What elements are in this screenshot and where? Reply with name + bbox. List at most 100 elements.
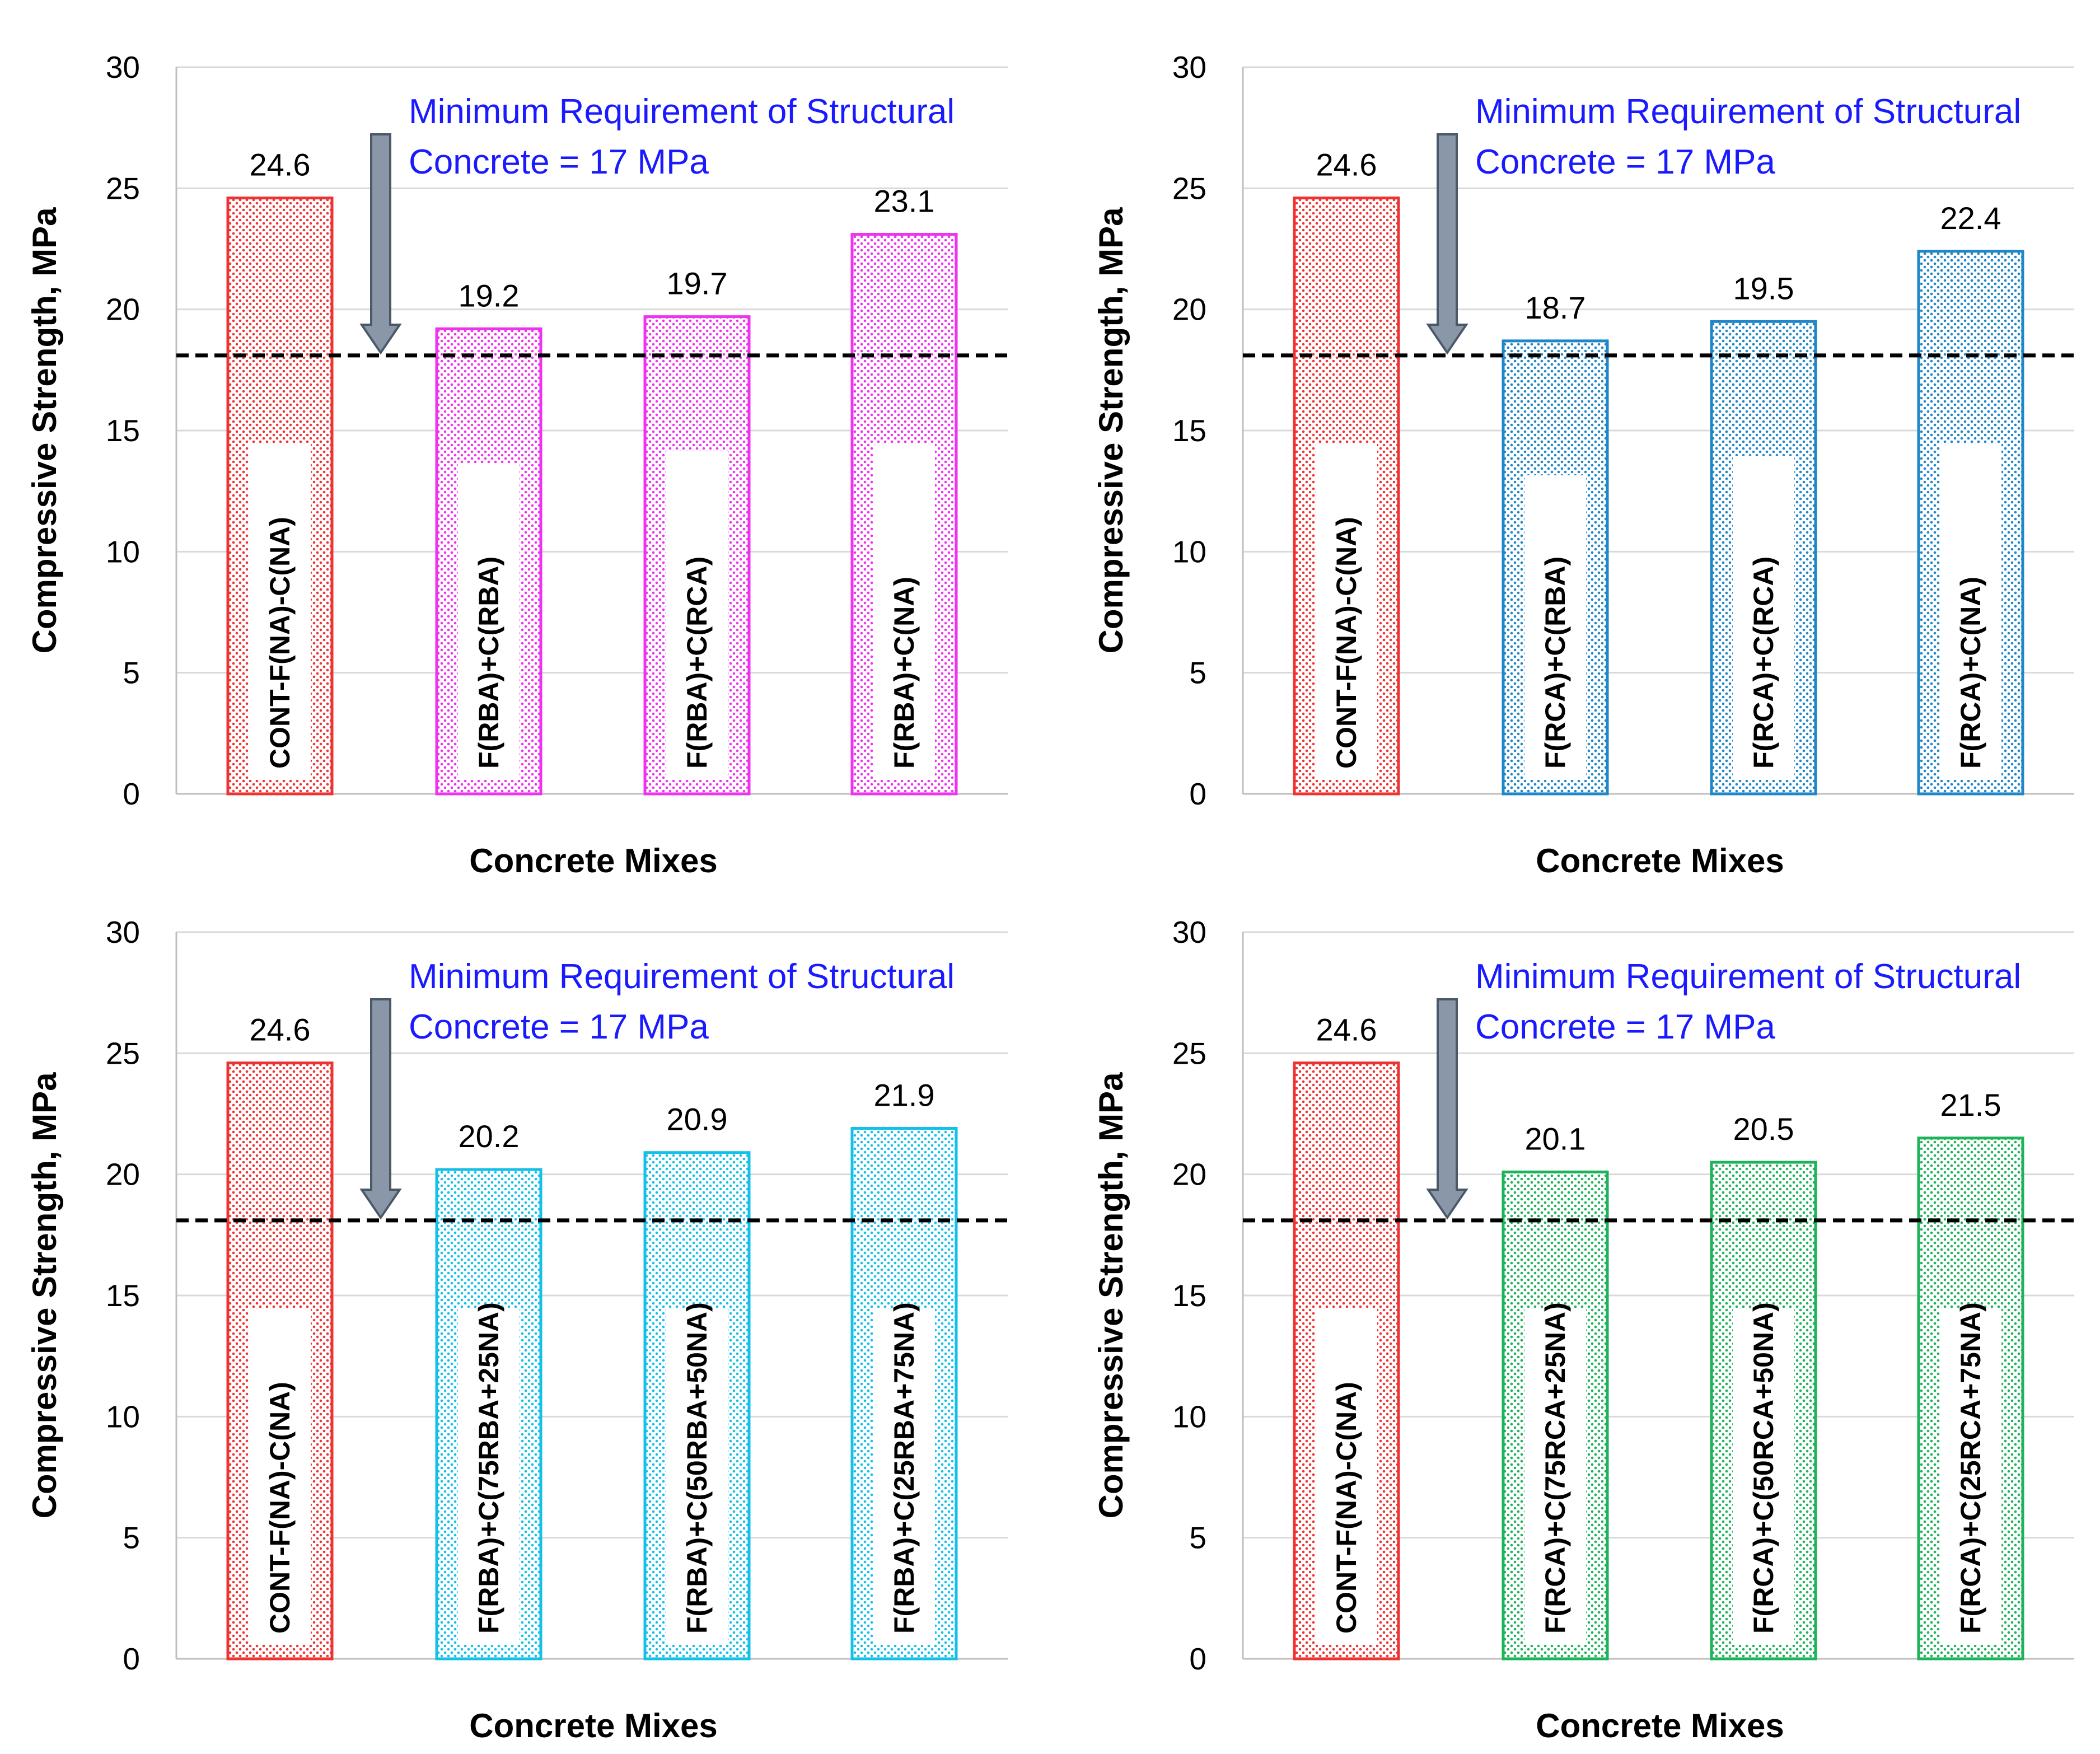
y-tick-label: 10 — [1172, 1399, 1206, 1434]
down-arrow-icon — [359, 133, 402, 355]
data-label: 20.2 — [459, 1119, 520, 1154]
y-tick-label: 30 — [106, 50, 140, 85]
category-label: F(RCA)+C(50RCA+50NA) — [1748, 1302, 1779, 1634]
category-label: F(RCA)+C(RBA) — [1540, 556, 1571, 769]
annotation-text: Concrete = 17 MPa — [1475, 143, 1775, 181]
category-label: CONT-F(NA)-C(NA) — [1331, 517, 1362, 769]
x-axis-title: Concrete Mixes — [1536, 842, 1784, 880]
bar-label-box — [1940, 1309, 2001, 1645]
bar-label-box — [458, 1309, 520, 1645]
category-label: F(RBA)+C(RBA) — [473, 556, 504, 769]
down-arrow-icon — [1426, 133, 1468, 355]
data-label: 23.1 — [874, 184, 935, 219]
annotation-text: Minimum Requirement of Structural — [1475, 957, 2021, 996]
data-label: 22.4 — [1940, 200, 2001, 236]
data-label: 20.5 — [1733, 1111, 1794, 1147]
bar-label-box — [1733, 1309, 1794, 1645]
data-label: 20.9 — [667, 1102, 728, 1137]
down-arrow-icon — [359, 998, 402, 1220]
category-label: F(RCA)+C(NA) — [1955, 577, 1986, 769]
y-tick-label: 20 — [1172, 292, 1206, 327]
y-tick-label: 15 — [1172, 413, 1206, 448]
category-label: F(RBA)+C(25RBA+75NA) — [888, 1302, 920, 1634]
chart-panel-bottom-left: 0 5 10 15 20 25 30 CONT-F(NA)-C(NA) 24.6 F(RBA)+C… — [26, 915, 1011, 1744]
bar-label-box — [873, 444, 935, 780]
y-tick-label: 20 — [106, 1157, 140, 1192]
annotation-text: Minimum Requirement of Structural — [409, 92, 955, 131]
y-tick-label: 25 — [106, 1036, 140, 1070]
category-label: CONT-F(NA)-C(NA) — [1331, 1382, 1362, 1634]
category-label: F(RBA)+C(50RBA+50NA) — [681, 1302, 713, 1634]
y-tick-label: 0 — [123, 1641, 140, 1676]
y-tick-label: 5 — [1189, 1521, 1206, 1555]
chart-panel-bottom-right: 0 5 10 15 20 25 30 CONT-F(NA)-C(NA) 24.6 F(RCA)+C… — [1092, 915, 2077, 1744]
y-tick-label: 5 — [1189, 656, 1206, 690]
y-tick-label: 15 — [106, 413, 140, 448]
bar-label-box — [1940, 444, 2001, 780]
y-tick-label: 30 — [1172, 915, 1206, 950]
annotation-text: Concrete = 17 MPa — [1475, 1008, 1775, 1046]
y-tick-label: 5 — [123, 656, 140, 690]
data-label: 19.5 — [1733, 270, 1794, 306]
data-label: 24.6 — [250, 147, 311, 183]
y-axis-title: Compressive Strength, MPa — [26, 207, 63, 654]
data-label: 24.6 — [1316, 147, 1377, 183]
category-label: F(RBA)+C(RCA) — [681, 556, 713, 769]
y-tick-label: 25 — [1172, 1036, 1206, 1070]
y-tick-label: 25 — [1172, 171, 1206, 205]
annotation-text: Concrete = 17 MPa — [409, 1008, 709, 1046]
annotation-text: Minimum Requirement of Structural — [409, 957, 955, 996]
bar-label-box — [666, 1309, 728, 1645]
category-label: CONT-F(NA)-C(NA) — [264, 1382, 296, 1634]
down-arrow-icon — [1426, 998, 1468, 1220]
y-axis-title: Compressive Strength, MPa — [26, 1072, 63, 1519]
bar-label-box — [666, 451, 728, 780]
bar-label-box — [873, 1309, 935, 1645]
y-axis-title: Compressive Strength, MPa — [1092, 207, 1130, 654]
x-axis-title: Concrete Mixes — [469, 1707, 718, 1744]
y-tick-label: 25 — [106, 171, 140, 205]
y-tick-label: 15 — [1172, 1278, 1206, 1313]
annotation-text: Minimum Requirement of Structural — [1475, 92, 2021, 131]
bar-label-box — [1316, 444, 1377, 780]
bar-label-box — [249, 444, 311, 780]
bar-label-box — [1733, 456, 1794, 780]
y-tick-label: 20 — [106, 292, 140, 327]
data-label: 24.6 — [1316, 1012, 1377, 1047]
bar-label-box — [458, 463, 520, 780]
y-tick-label: 20 — [1172, 1157, 1206, 1192]
chart-panel-top-left: 0 5 10 15 20 25 30 CONT-F(NA)-C(NA) 24.6 F(RBA)+C… — [26, 50, 1011, 880]
category-label: F(RCA)+C(25RCA+75NA) — [1955, 1302, 1986, 1634]
y-tick-label: 10 — [106, 534, 140, 569]
category-label: F(RBA)+C(NA) — [888, 577, 920, 769]
y-tick-label: 0 — [1189, 1641, 1206, 1676]
bar-label-box — [1524, 475, 1586, 780]
bar-label-box — [1316, 1309, 1377, 1645]
y-axis-title: Compressive Strength, MPa — [1092, 1072, 1130, 1519]
y-tick-label: 30 — [1172, 50, 1206, 85]
bar-label-box — [249, 1309, 311, 1645]
y-tick-label: 10 — [1172, 534, 1206, 569]
chart-panel-top-right: 0 5 10 15 20 25 30 CONT-F(NA)-C(NA) 24.6 F(RCA)+C… — [1092, 50, 2077, 880]
data-label: 19.2 — [459, 278, 520, 313]
category-label: F(RCA)+C(75RCA+25NA) — [1540, 1302, 1571, 1634]
data-label: 21.9 — [874, 1077, 935, 1112]
y-tick-label: 5 — [123, 1521, 140, 1555]
y-tick-label: 15 — [106, 1278, 140, 1313]
annotation-text: Concrete = 17 MPa — [409, 143, 709, 181]
data-label: 20.1 — [1525, 1121, 1586, 1156]
y-tick-label: 30 — [106, 915, 140, 950]
category-label: F(RCA)+C(RCA) — [1748, 556, 1779, 769]
y-tick-label: 0 — [1189, 777, 1206, 811]
data-label: 24.6 — [250, 1012, 311, 1047]
category-label: CONT-F(NA)-C(NA) — [264, 517, 296, 769]
x-axis-title: Concrete Mixes — [469, 842, 718, 880]
data-label: 21.5 — [1940, 1087, 2001, 1122]
y-tick-label: 10 — [106, 1399, 140, 1434]
x-axis-title: Concrete Mixes — [1536, 1707, 1784, 1744]
bar-label-box — [1524, 1309, 1586, 1645]
y-tick-label: 0 — [123, 777, 140, 811]
data-label: 18.7 — [1525, 290, 1586, 325]
category-label: F(RBA)+C(75RBA+25NA) — [473, 1302, 504, 1634]
